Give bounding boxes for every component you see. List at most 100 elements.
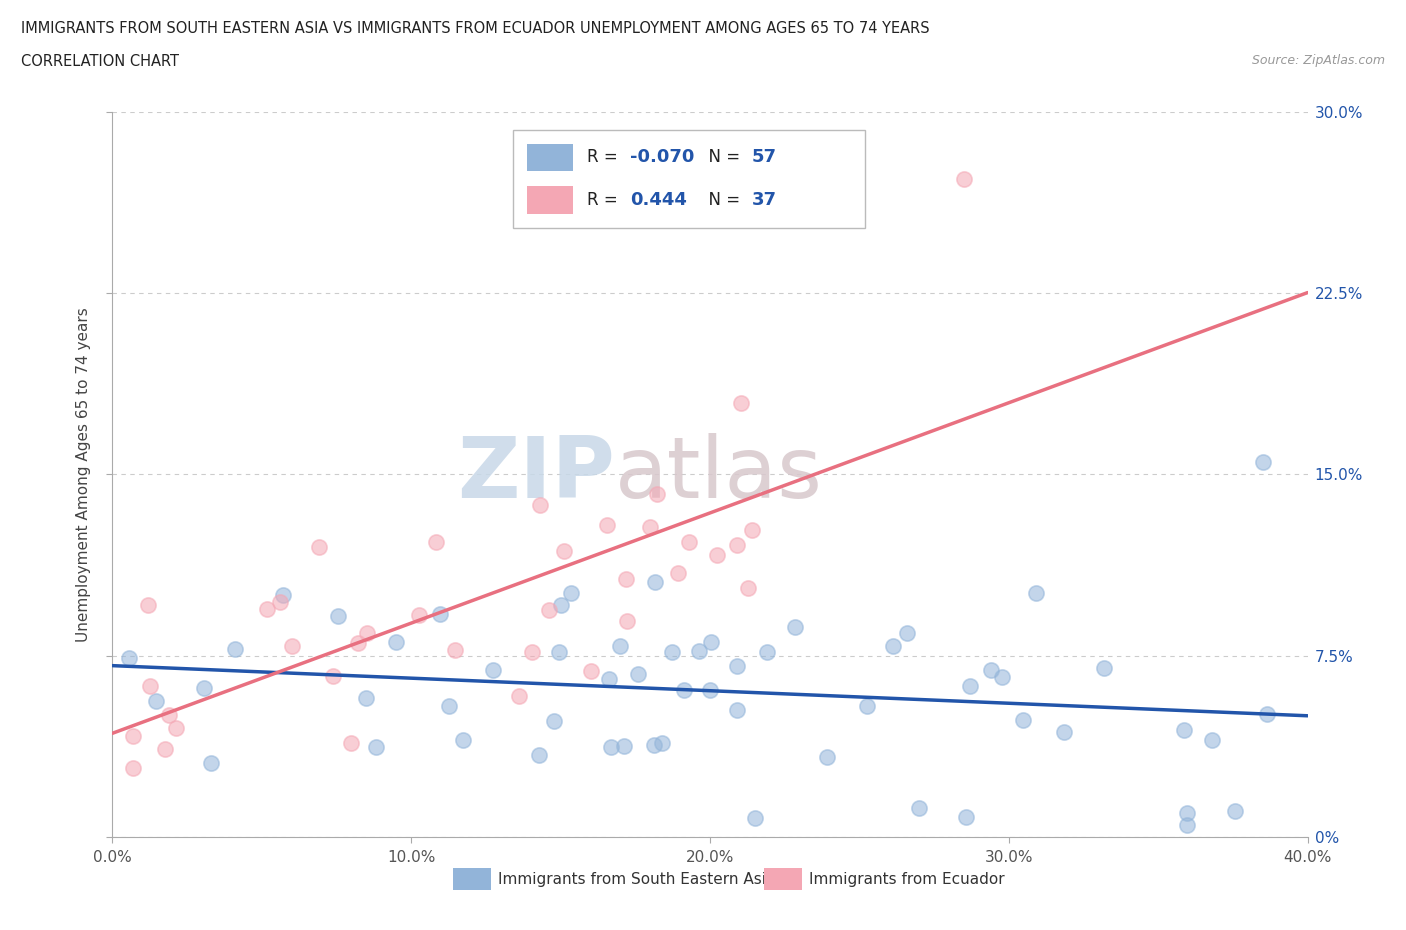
Point xyxy=(322,669,344,684)
Point xyxy=(308,539,330,554)
Point xyxy=(627,667,650,682)
Point xyxy=(651,735,673,750)
Point xyxy=(1175,817,1198,832)
Point xyxy=(145,693,167,708)
Point xyxy=(122,760,145,775)
Point xyxy=(643,737,665,752)
FancyBboxPatch shape xyxy=(453,869,491,890)
Point xyxy=(991,670,1014,684)
Point xyxy=(579,663,602,678)
Point xyxy=(1223,804,1246,818)
Point xyxy=(609,638,631,653)
Point xyxy=(688,644,710,658)
Point xyxy=(666,565,689,580)
Text: Source: ZipAtlas.com: Source: ZipAtlas.com xyxy=(1251,54,1385,67)
Point xyxy=(1201,733,1223,748)
Point xyxy=(672,683,695,698)
Point xyxy=(269,594,291,609)
Point xyxy=(429,606,451,621)
Point xyxy=(122,728,145,743)
Text: IMMIGRANTS FROM SOUTH EASTERN ASIA VS IMMIGRANTS FROM ECUADOR UNEMPLOYMENT AMONG: IMMIGRANTS FROM SOUTH EASTERN ASIA VS IM… xyxy=(21,21,929,36)
Point xyxy=(326,608,349,623)
FancyBboxPatch shape xyxy=(513,130,866,228)
Point xyxy=(1175,805,1198,820)
Point xyxy=(645,487,668,502)
Point xyxy=(598,671,620,686)
Point xyxy=(1173,723,1195,737)
FancyBboxPatch shape xyxy=(527,143,572,171)
Point xyxy=(700,634,723,649)
Point xyxy=(755,645,778,660)
Text: N =: N = xyxy=(699,148,745,166)
Point xyxy=(256,602,278,617)
Point xyxy=(482,662,505,677)
Text: ZIP: ZIP xyxy=(457,432,614,516)
Point xyxy=(437,699,460,714)
Point xyxy=(980,663,1002,678)
Point xyxy=(725,659,748,674)
Point xyxy=(1025,586,1047,601)
Point xyxy=(548,644,571,659)
Point xyxy=(1092,661,1115,676)
Point xyxy=(725,538,748,552)
Point xyxy=(224,642,246,657)
Point xyxy=(384,635,406,650)
Point xyxy=(725,702,748,717)
Point xyxy=(596,518,619,533)
Text: R =: R = xyxy=(586,148,623,166)
Point xyxy=(200,756,222,771)
Point xyxy=(339,735,361,750)
Point xyxy=(638,520,661,535)
Point xyxy=(157,708,180,723)
Point xyxy=(364,739,387,754)
Text: Immigrants from Ecuador: Immigrants from Ecuador xyxy=(810,871,1005,886)
Point xyxy=(153,741,176,756)
Point xyxy=(730,395,752,410)
Point xyxy=(855,699,877,714)
Point xyxy=(815,750,838,764)
Point xyxy=(744,810,766,825)
Point xyxy=(908,801,931,816)
Point xyxy=(346,635,368,650)
Text: -0.070: -0.070 xyxy=(630,148,695,166)
Point xyxy=(741,523,763,538)
Point xyxy=(193,681,215,696)
FancyBboxPatch shape xyxy=(763,869,801,890)
Point xyxy=(553,543,575,558)
Point xyxy=(165,720,187,735)
Point xyxy=(529,498,551,512)
Point xyxy=(354,690,377,705)
Point xyxy=(543,713,565,728)
Text: 37: 37 xyxy=(752,191,778,209)
Point xyxy=(737,581,759,596)
Y-axis label: Unemployment Among Ages 65 to 74 years: Unemployment Among Ages 65 to 74 years xyxy=(76,307,91,642)
Point xyxy=(1012,712,1035,727)
Point xyxy=(953,172,976,187)
Point xyxy=(678,535,700,550)
Point xyxy=(451,732,474,747)
Point xyxy=(896,626,918,641)
Text: atlas: atlas xyxy=(614,432,823,516)
Point xyxy=(783,619,806,634)
Text: Immigrants from South Eastern Asia: Immigrants from South Eastern Asia xyxy=(499,871,776,886)
Point xyxy=(550,598,572,613)
Point xyxy=(281,639,304,654)
Point xyxy=(139,679,162,694)
Point xyxy=(959,679,981,694)
Text: N =: N = xyxy=(699,191,745,209)
Point xyxy=(118,651,141,666)
Point xyxy=(356,625,378,640)
Point xyxy=(599,740,621,755)
Point xyxy=(644,574,666,589)
Point xyxy=(699,683,721,698)
Point xyxy=(706,548,728,563)
Text: 57: 57 xyxy=(752,148,778,166)
Point xyxy=(1251,455,1274,470)
Point xyxy=(560,586,582,601)
Point xyxy=(271,587,294,602)
Point xyxy=(508,688,530,703)
Point xyxy=(661,644,683,659)
Point xyxy=(408,607,430,622)
Point xyxy=(1053,725,1076,740)
Point xyxy=(613,738,636,753)
